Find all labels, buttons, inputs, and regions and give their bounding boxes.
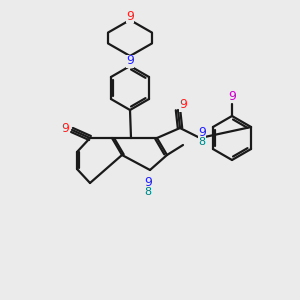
Text: 9: 9 xyxy=(228,89,236,103)
Text: 9: 9 xyxy=(179,98,187,112)
Text: 9: 9 xyxy=(126,10,134,22)
Text: 8: 8 xyxy=(198,137,206,147)
Text: 9: 9 xyxy=(61,122,69,134)
Text: 8: 8 xyxy=(144,187,152,197)
Text: 9: 9 xyxy=(126,55,134,68)
Text: 9: 9 xyxy=(144,176,152,188)
Text: 9: 9 xyxy=(198,125,206,139)
